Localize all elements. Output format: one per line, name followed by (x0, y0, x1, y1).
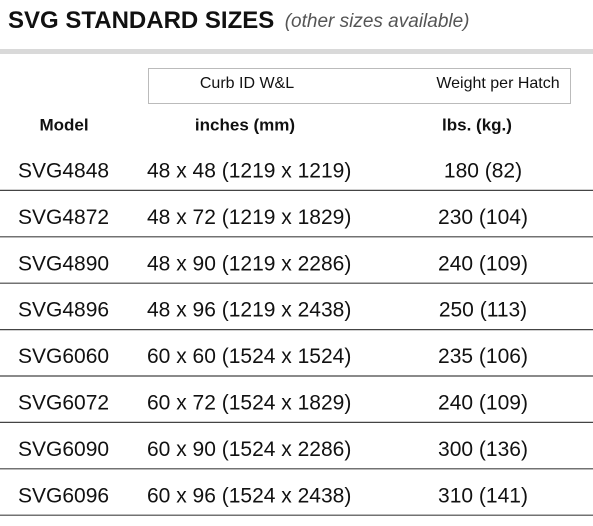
subtitle: (other sizes available) (285, 11, 470, 32)
weight-cell: 240 (109) (438, 392, 528, 415)
size-cell: 60 x 60 (1524 x 1524) (147, 345, 351, 368)
column-header: Model (39, 115, 88, 134)
model-cell: SVG6072 (18, 392, 109, 415)
weight-cell: 300 (136) (438, 438, 528, 461)
weight-cell: 310 (141) (438, 484, 528, 507)
group-header: Weight per Hatch (436, 75, 559, 92)
size-cell: 60 x 96 (1524 x 2438) (147, 484, 351, 507)
model-cell: SVG6090 (18, 438, 109, 461)
weight-cell: 230 (104) (438, 206, 528, 229)
size-cell: 60 x 90 (1524 x 2286) (147, 438, 351, 461)
size-cell: 48 x 72 (1219 x 1829) (147, 206, 351, 229)
weight-cell: 180 (82) (444, 160, 522, 183)
weight-cell: 240 (109) (438, 252, 528, 275)
column-header: lbs. (kg.) (442, 115, 512, 134)
group-header: Curb ID W&L (200, 75, 294, 92)
column-header: inches (mm) (195, 115, 295, 134)
size-cell: 48 x 48 (1219 x 1219) (147, 160, 351, 183)
model-cell: SVG4890 (18, 252, 109, 275)
model-cell: SVG4872 (18, 206, 109, 229)
model-cell: SVG4896 (18, 299, 109, 322)
model-cell: SVG6096 (18, 484, 109, 507)
size-cell: 60 x 72 (1524 x 1829) (147, 392, 351, 415)
size-cell: 48 x 96 (1219 x 2438) (147, 299, 351, 322)
title: SVG STANDARD SIZES (8, 7, 274, 34)
size-cell: 48 x 90 (1219 x 2286) (147, 252, 351, 275)
model-cell: SVG4848 (18, 160, 109, 183)
group-header-box (148, 68, 571, 104)
model-cell: SVG6060 (18, 345, 109, 368)
title-rule (0, 49, 593, 54)
weight-cell: 250 (113) (439, 299, 527, 322)
weight-cell: 235 (106) (438, 345, 528, 368)
title-line: SVG STANDARD SIZES (other sizes availabl… (8, 7, 470, 34)
